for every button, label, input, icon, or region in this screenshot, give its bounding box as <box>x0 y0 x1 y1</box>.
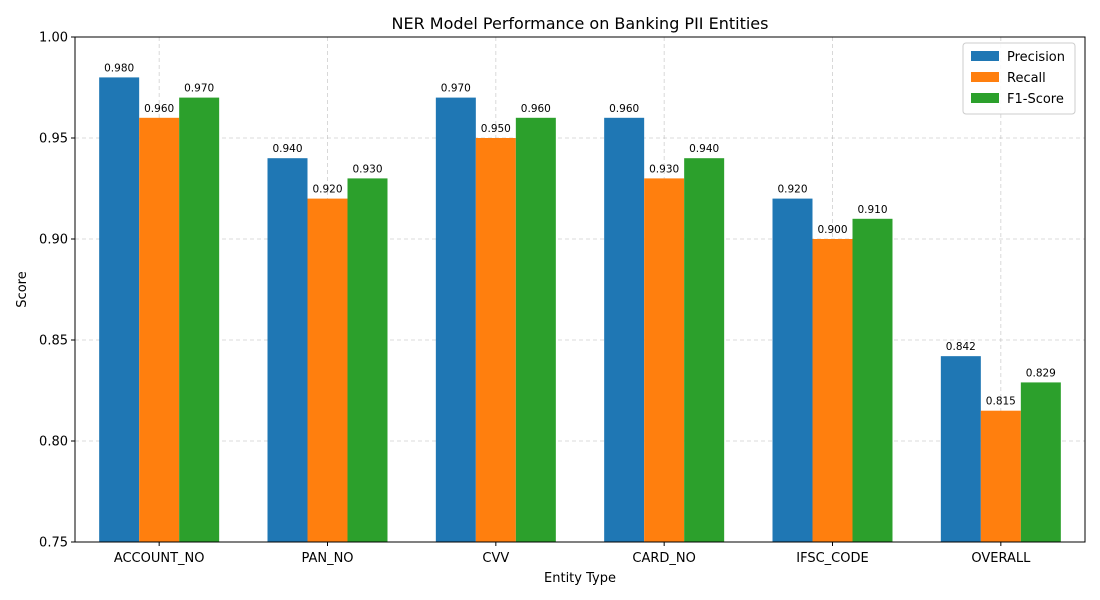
bar-precision-cvv <box>435 97 476 542</box>
data-label-recall-card-no: 0.930 <box>649 163 679 175</box>
legend: Precision Recall F1-Score <box>962 42 1076 115</box>
data-label-recall-cvv: 0.950 <box>481 123 511 135</box>
x-tick-label-card-no: CARD_NO <box>632 551 695 566</box>
data-label-recall-pan-no: 0.920 <box>312 184 342 196</box>
bar-f1-score-cvv <box>515 117 556 543</box>
legend-label-recall: Recall <box>1007 71 1046 86</box>
y-tick-label: 0.80 <box>39 435 68 450</box>
data-label-precision-overall: 0.842 <box>946 341 976 353</box>
x-tick-label-pan-no: PAN_NO <box>301 551 353 566</box>
y-axis-label: Score <box>15 271 30 307</box>
x-axis-ticks: ACCOUNT_NO PAN_NO CVV CARD_NO IFSC_CODE OVERA… <box>114 542 1031 566</box>
bar-f1-score-ifsc-code <box>852 218 893 543</box>
y-tick-label: 0.90 <box>39 233 68 248</box>
chart-title: NER Model Performance on Banking PII Ent… <box>392 14 769 33</box>
data-label-precision-account-no: 0.980 <box>104 62 134 74</box>
bar-precision-card-no <box>604 117 645 543</box>
x-tick-label-cvv: CVV <box>482 551 509 566</box>
data-label-precision-ifsc-code: 0.920 <box>777 184 807 196</box>
data-label-f1-score-account-no: 0.970 <box>184 83 214 95</box>
bar-recall-account-no <box>139 117 180 543</box>
axes-frame <box>74 36 1086 543</box>
y-tick-label: 0.85 <box>39 334 68 349</box>
data-label-recall-account-no: 0.960 <box>144 103 174 115</box>
bar-f1-score-card-no <box>684 158 725 542</box>
data-label-recall-overall: 0.815 <box>986 396 1016 408</box>
bar-precision-account-no <box>99 77 140 543</box>
y-axis-ticks: 0.75 0.80 0.85 0.90 0.95 1.00 <box>39 31 75 551</box>
bar-recall-card-no <box>644 178 685 542</box>
bar-recall-ifsc-code <box>812 239 853 542</box>
y-tick-label: 0.95 <box>39 132 68 147</box>
data-label-recall-ifsc-code: 0.900 <box>817 224 847 236</box>
bar-precision-ifsc-code <box>772 198 813 542</box>
data-label-f1-score-pan-no: 0.930 <box>352 163 382 175</box>
bars-layer <box>99 77 1061 543</box>
data-label-f1-score-overall: 0.829 <box>1026 367 1056 379</box>
x-axis-label: Entity Type <box>544 571 616 586</box>
bar-f1-score-account-no <box>179 97 220 542</box>
legend-swatch-precision <box>971 51 999 61</box>
bar-recall-pan-no <box>307 198 348 542</box>
x-tick-label-account-no: ACCOUNT_NO <box>114 551 205 566</box>
legend-label-precision: Precision <box>1007 50 1065 65</box>
data-label-f1-score-cvv: 0.960 <box>521 103 551 115</box>
y-tick-label: 1.00 <box>39 31 68 46</box>
data-labels-layer: 0.980 0.960 0.970 0.940 0.920 0.930 0.970 0.950… <box>104 62 1056 407</box>
x-tick-label-overall: OVERALL <box>971 551 1031 566</box>
x-tick-label-ifsc-code: IFSC_CODE <box>796 551 868 566</box>
bar-recall-overall <box>980 410 1021 542</box>
legend-label-f1-score: F1-Score <box>1007 92 1064 107</box>
data-label-precision-pan-no: 0.940 <box>272 143 302 155</box>
data-label-precision-cvv: 0.970 <box>441 83 471 95</box>
bar-f1-score-overall <box>1020 382 1061 542</box>
y-tick-label: 0.75 <box>39 536 68 551</box>
data-label-f1-score-ifsc-code: 0.910 <box>857 204 887 216</box>
bar-f1-score-pan-no <box>347 178 388 542</box>
data-label-precision-card-no: 0.960 <box>609 103 639 115</box>
bar-precision-overall <box>940 356 981 542</box>
bar-precision-pan-no <box>267 158 308 542</box>
grid-layer <box>75 36 1085 543</box>
bar-recall-cvv <box>475 138 516 542</box>
legend-swatch-f1-score <box>971 93 999 103</box>
data-label-f1-score-card-no: 0.940 <box>689 143 719 155</box>
legend-swatch-recall <box>971 72 999 82</box>
